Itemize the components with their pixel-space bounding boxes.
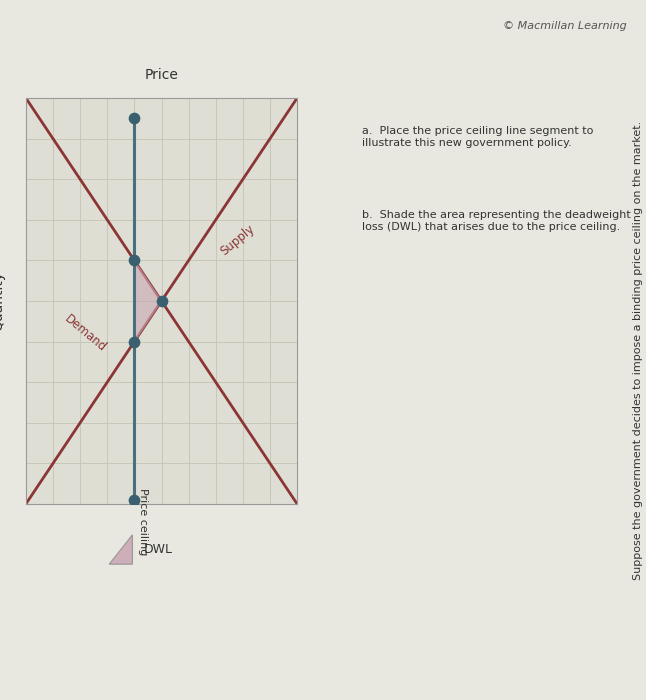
Point	[129, 113, 140, 124]
Text: Suppose the government decides to impose a binding price ceiling on the market.: Suppose the government decides to impose…	[633, 120, 643, 580]
Point	[129, 336, 140, 347]
Text: © Macmillan Learning: © Macmillan Learning	[503, 21, 627, 31]
Text: Quantity: Quantity	[0, 271, 6, 331]
Text: Demand: Demand	[62, 312, 109, 355]
Point	[129, 494, 140, 505]
Polygon shape	[134, 260, 162, 342]
Text: Price: Price	[145, 68, 178, 82]
Text: Supply: Supply	[218, 222, 257, 258]
Text: a.  Place the price ceiling line segment to illustrate this new government polic: a. Place the price ceiling line segment …	[362, 126, 593, 148]
Text: DWL: DWL	[144, 543, 173, 556]
Polygon shape	[109, 535, 132, 564]
Text: Price ceiling: Price ceiling	[138, 488, 149, 555]
Point	[156, 295, 167, 307]
Text: b.  Shade the area representing the deadweight loss (DWL) that arises due to the: b. Shade the area representing the deadw…	[362, 210, 630, 232]
Point	[129, 255, 140, 266]
